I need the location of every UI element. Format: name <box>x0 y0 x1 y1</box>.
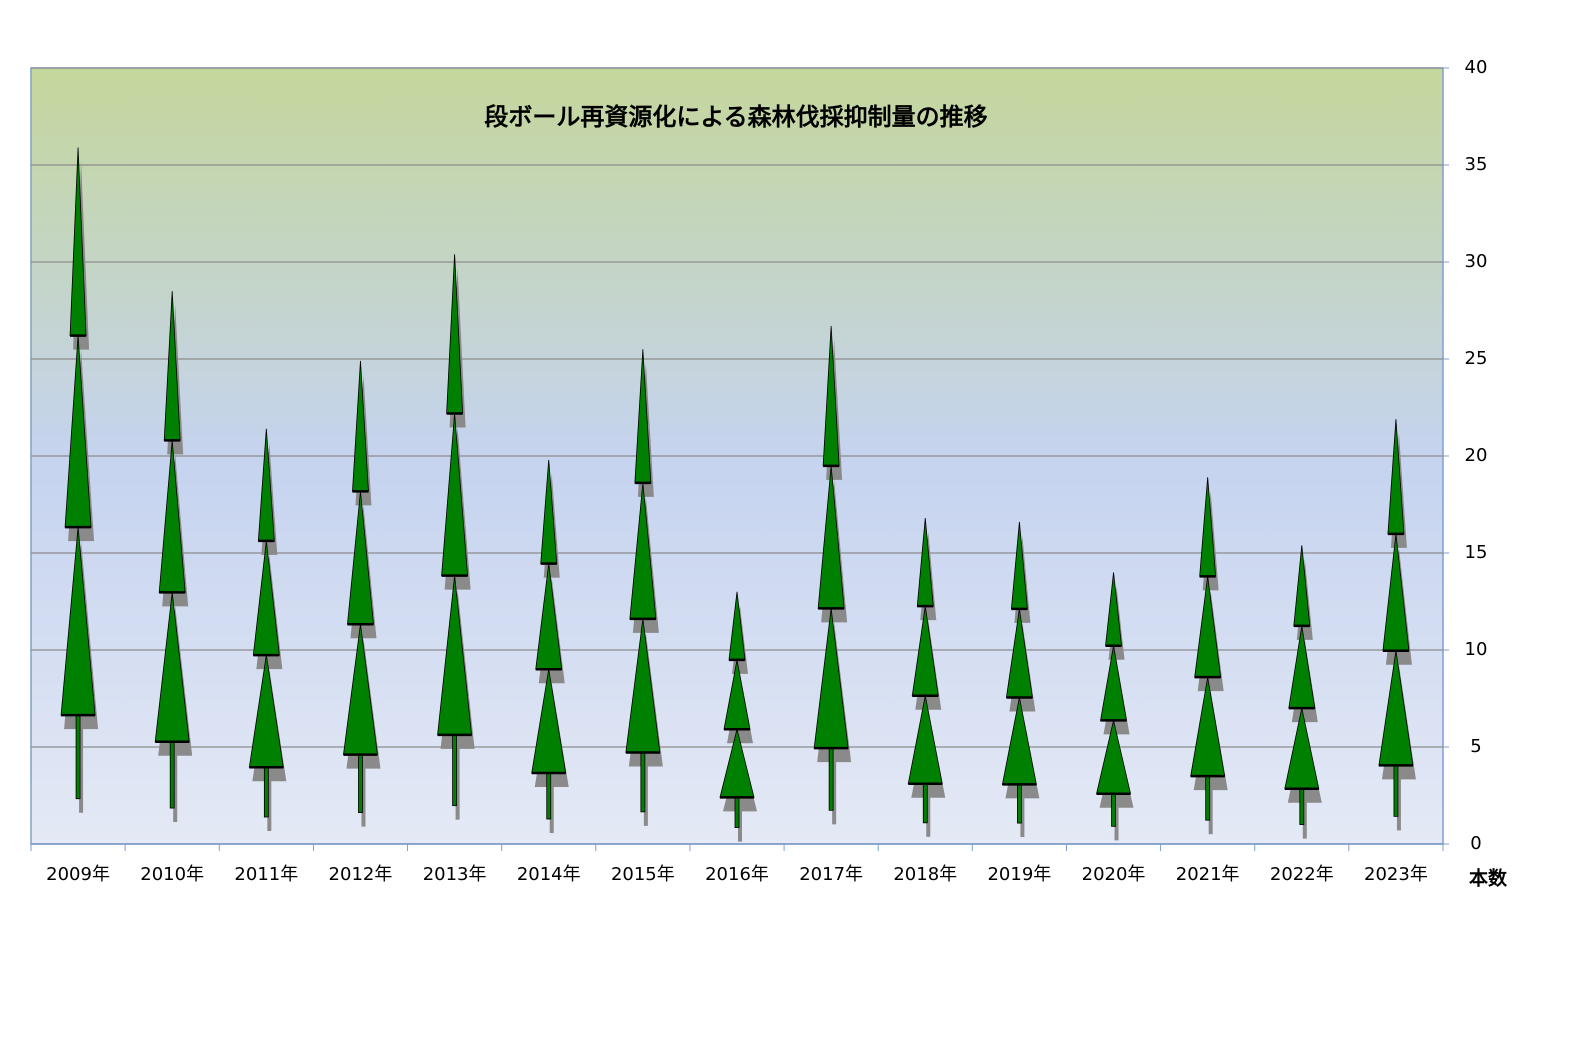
x-tick-label: 2020年 <box>1082 864 1146 885</box>
tree-trunk <box>640 744 646 813</box>
tree <box>907 518 946 837</box>
tree <box>1378 419 1416 831</box>
x-tick-label: 2018年 <box>893 864 957 885</box>
tree-trunk <box>1205 770 1211 821</box>
x-tick-label: 2009年 <box>46 864 110 885</box>
x-tick-label: 2011年 <box>234 864 298 885</box>
x-tick-label: 2010年 <box>140 864 204 885</box>
tree <box>60 147 99 813</box>
chart-title: 段ボール再資源化による森林伐採抑制量の推移 <box>484 103 987 131</box>
tree-trunk <box>549 781 554 834</box>
tree <box>1096 572 1134 841</box>
tree-trunk <box>1020 793 1025 838</box>
tree-trunk <box>75 704 81 800</box>
tree-trunk <box>1393 758 1399 817</box>
x-tick-label: 2016年 <box>705 864 769 885</box>
tree-trunk <box>926 792 931 837</box>
y-tick-label: 25 <box>1465 348 1488 369</box>
tree <box>343 360 381 827</box>
tree-trunk <box>1302 798 1307 839</box>
tree-trunk <box>169 733 175 809</box>
tree-trunk <box>361 761 366 827</box>
tree-trunk <box>455 740 460 820</box>
tree <box>437 254 475 820</box>
tree-trunk <box>734 793 740 829</box>
x-tick-label: 2014年 <box>517 864 581 885</box>
tree-trunk <box>263 760 269 818</box>
tree-trunk <box>1396 773 1401 831</box>
y-tick-label: 35 <box>1465 154 1488 175</box>
x-tick-label: 2013年 <box>423 864 487 885</box>
x-tick-label: 2015年 <box>611 864 675 885</box>
tree <box>813 325 852 825</box>
tree <box>625 349 663 826</box>
tree <box>719 591 757 842</box>
x-tick-label: 2019年 <box>987 864 1051 885</box>
tree <box>1190 477 1228 835</box>
tree <box>154 291 193 823</box>
tree-trunk <box>832 754 837 825</box>
tree-trunk <box>173 747 178 823</box>
tree-trunk <box>267 774 272 832</box>
tree-trunk <box>643 759 648 826</box>
y-tick-label: 0 <box>1470 833 1481 854</box>
tree-trunk <box>1017 779 1022 824</box>
x-tick-label: 2023年 <box>1364 864 1428 885</box>
x-tick-label: 2022年 <box>1270 864 1334 885</box>
tree-trunk <box>922 778 928 824</box>
tree-trunk <box>1114 803 1119 841</box>
tree-trunk <box>828 740 834 811</box>
y-tick-label: 5 <box>1470 736 1481 757</box>
tree <box>1001 521 1040 838</box>
tree <box>248 428 287 832</box>
tree-trunk <box>546 766 552 820</box>
tree-trunk <box>1111 789 1116 827</box>
tree-trunk <box>452 725 458 807</box>
y-axis-label: 本数 <box>1469 867 1508 890</box>
y-tick-label: 15 <box>1465 542 1488 563</box>
tree-trunk <box>1299 783 1305 825</box>
y-tick-label: 20 <box>1465 445 1488 466</box>
tree-trunk <box>738 807 742 842</box>
tree-trunk <box>79 718 84 813</box>
tree <box>1284 545 1322 839</box>
tree <box>531 459 569 834</box>
tree-trunk <box>358 746 363 814</box>
x-tick-label: 2021年 <box>1176 864 1240 885</box>
tree-trunk <box>1208 784 1213 835</box>
x-tick-label: 2017年 <box>799 864 863 885</box>
y-tick-label: 30 <box>1465 251 1488 272</box>
y-tick-label: 10 <box>1465 639 1488 660</box>
y-tick-label: 40 <box>1465 57 1488 78</box>
x-tick-label: 2012年 <box>329 864 393 885</box>
